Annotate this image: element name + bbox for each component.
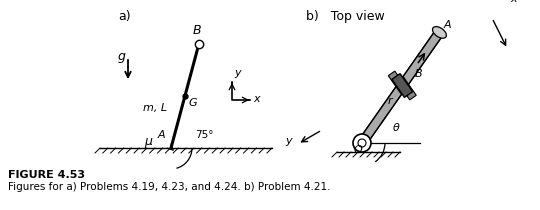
Text: $\theta$: $\theta$	[392, 121, 401, 133]
Text: y: y	[286, 136, 292, 146]
Polygon shape	[359, 30, 443, 146]
Text: A: A	[443, 20, 451, 30]
Text: x: x	[510, 0, 517, 4]
Circle shape	[353, 134, 371, 152]
Polygon shape	[388, 71, 407, 94]
Text: b)   Top view: b) Top view	[306, 10, 384, 23]
Text: m, L: m, L	[143, 103, 167, 113]
Circle shape	[358, 139, 366, 147]
Text: y: y	[234, 68, 241, 78]
Text: B: B	[193, 24, 201, 37]
Text: a): a)	[118, 10, 131, 23]
Text: O: O	[354, 145, 363, 155]
Polygon shape	[392, 74, 413, 97]
Text: Figures for a) Problems 4.19, 4.23, and 4.24. b) Problem 4.21.: Figures for a) Problems 4.19, 4.23, and …	[8, 182, 330, 192]
Text: r: r	[387, 96, 392, 106]
Text: B: B	[414, 70, 422, 80]
Text: $\mu$: $\mu$	[144, 136, 154, 150]
Text: g: g	[118, 50, 126, 63]
Text: 75°: 75°	[195, 130, 213, 140]
Text: G: G	[189, 98, 198, 108]
Text: FIGURE 4.53: FIGURE 4.53	[8, 170, 85, 180]
Ellipse shape	[433, 27, 447, 38]
Text: x: x	[253, 94, 260, 104]
Text: A: A	[157, 130, 165, 140]
Polygon shape	[397, 77, 416, 100]
